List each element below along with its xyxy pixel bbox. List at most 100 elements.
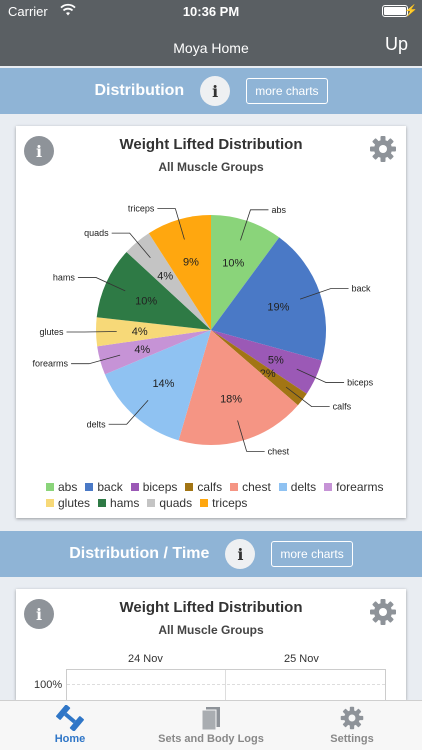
pie-slice-back (211, 237, 326, 361)
legend-label: back (97, 480, 123, 494)
pie-value-label: 19% (267, 302, 289, 314)
pie-value-label: 4% (134, 344, 150, 356)
section-title: Distribution (94, 82, 185, 99)
pie-category-label: abs (271, 205, 286, 215)
chart-legend: abs back biceps calfs chest delts forearms glut… (46, 480, 386, 510)
chart-settings-gear-icon[interactable] (368, 597, 398, 627)
pie-category-label: back (352, 284, 372, 294)
pie-category-label: quads (84, 228, 109, 238)
pie-value-label: 18% (220, 393, 242, 405)
legend-label: calfs (197, 480, 223, 494)
pie-slice-calfs (211, 330, 307, 406)
chart-subtitle: All Muscle Groups (158, 623, 264, 637)
legend-item-quads: quads (147, 496, 192, 510)
distribution-time-header: Distribution / Time i more charts (0, 531, 422, 577)
pie-category-label: biceps (347, 378, 374, 388)
legend-swatch (46, 499, 54, 507)
pie-leader-line (71, 354, 121, 365)
pie-slice-triceps (148, 215, 211, 330)
legend-item-abs: abs (46, 480, 77, 494)
info-button[interactable]: i (225, 539, 256, 569)
info-button[interactable]: i (200, 76, 231, 106)
legend-swatch (200, 499, 209, 507)
legend-label: chest (242, 480, 271, 494)
pie-category-label: hams (53, 272, 76, 282)
charging-icon: ⚡ (404, 5, 418, 17)
pie-category-label: delts (87, 419, 107, 429)
legend-label: biceps (142, 480, 178, 494)
x-tick-label: 24 Nov (128, 653, 163, 665)
legend-item-calfs: calfs (185, 480, 222, 494)
legend-label: triceps (212, 496, 248, 510)
chart-info-button[interactable]: i (24, 136, 54, 166)
tab-label: Home (54, 733, 86, 745)
pie-leader-line (111, 232, 151, 259)
distribution-header: Distribution i more charts (0, 68, 422, 114)
time-chart: 24 Nov 25 Nov 100% (16, 645, 406, 705)
pie-chart-card: i Weight Lifted Distribution All Muscle … (16, 126, 406, 518)
pie-leader-line (296, 368, 345, 383)
legend-swatch (46, 483, 54, 491)
pie-slice-hams (96, 251, 211, 330)
pie-category-label: glutes (39, 327, 64, 337)
dumbbell-icon (56, 705, 84, 731)
y-tick-label: 100% (34, 679, 63, 691)
time-chart-card: i Weight Lifted Distribution All Muscle … (16, 589, 406, 705)
pie-value-label: 5% (268, 355, 284, 367)
legend-item-hams: hams (98, 496, 139, 510)
carrier-label: Carrier (8, 4, 48, 19)
tab-label: Settings (330, 733, 374, 745)
navigation-bar: Moya Home Up (0, 22, 422, 66)
up-button[interactable]: Up (384, 34, 408, 54)
legend-swatch (98, 499, 107, 507)
pie-value-label: 4% (157, 270, 173, 282)
pie-leader-line (66, 331, 117, 333)
more-charts-button[interactable]: more charts (246, 78, 328, 104)
legend-item-glutes: glutes (46, 496, 90, 510)
pie-leader-line (299, 288, 349, 300)
pie-leader-line (240, 209, 269, 241)
tab-settings[interactable]: Settings (282, 701, 422, 750)
legend-swatch (85, 483, 94, 491)
pie-leader-line (237, 420, 265, 452)
pie-slice-glutes (95, 317, 211, 347)
logs-icon (201, 707, 220, 731)
legend-label: abs (58, 480, 78, 494)
gear-icon (340, 706, 364, 730)
chart-info-button[interactable]: i (24, 599, 54, 629)
nav-title: Moya Home (173, 40, 249, 56)
legend-label: delts (290, 480, 317, 494)
pie-value-label: 10% (135, 295, 157, 307)
plot-area (66, 669, 386, 705)
legend-item-back: back (85, 480, 123, 494)
section-title: Distribution / Time (69, 545, 210, 562)
legend-label: quads (159, 496, 193, 510)
tab-sets-and-body-logs[interactable]: Sets and Body Logs (140, 701, 282, 750)
legend-item-triceps: triceps (200, 496, 247, 510)
pie-leader-line (285, 386, 330, 408)
gridline (67, 684, 385, 685)
pie-leader-line (108, 400, 149, 425)
pie-value-label: 10% (222, 257, 244, 269)
legend-swatch (130, 483, 139, 491)
legend-label: hams (110, 496, 140, 510)
legend-item-delts: delts (278, 480, 317, 494)
pie-slice-forearms (97, 330, 211, 375)
wifi-icon (60, 3, 76, 16)
legend-item-biceps: biceps (130, 480, 178, 494)
pie-category-label: chest (268, 446, 290, 456)
pie-value-label: 9% (183, 257, 199, 269)
pie-category-label: calfs (333, 402, 352, 412)
tab-bar: Home Sets and Body Logs Settings (0, 700, 422, 750)
legend-swatch (324, 483, 333, 491)
battery-icon (382, 5, 408, 17)
pie-leader-line (157, 208, 185, 240)
legend-item-forearms: forearms (324, 480, 383, 494)
pie-slice-biceps (211, 330, 322, 394)
legend-swatch (147, 499, 156, 507)
legend-label: forearms (336, 480, 384, 494)
chart-settings-gear-icon[interactable] (368, 134, 398, 164)
tab-home[interactable]: Home (0, 701, 140, 750)
pie-leader-line (77, 277, 126, 292)
more-charts-button[interactable]: more charts (271, 541, 353, 567)
